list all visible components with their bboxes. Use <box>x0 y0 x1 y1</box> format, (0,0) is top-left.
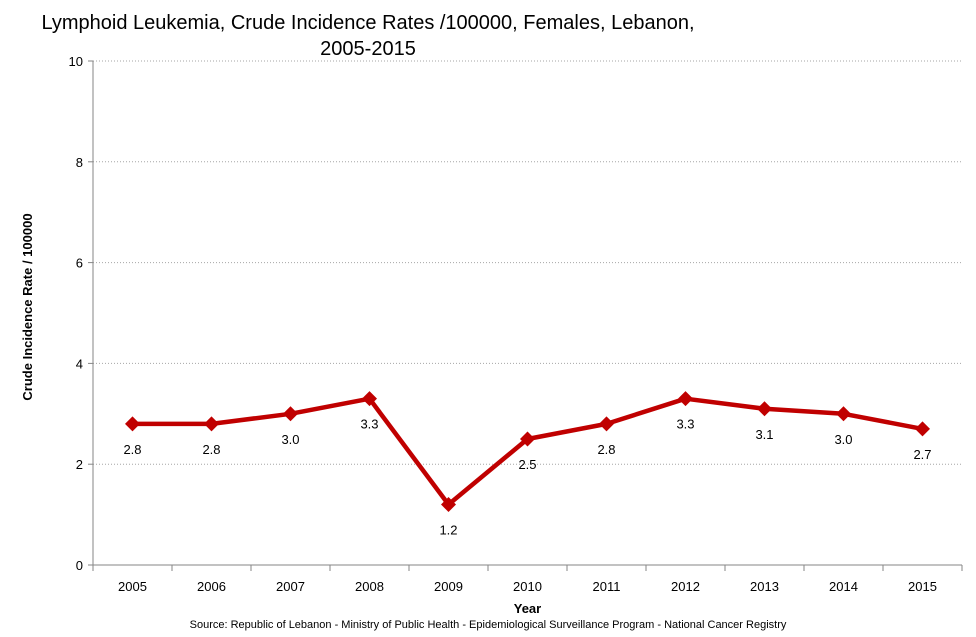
data-label: 3.3 <box>360 417 378 432</box>
data-label: 2.8 <box>597 442 615 457</box>
data-point-marker <box>836 406 851 422</box>
source-note: Source: Republic of Lebanon - Ministry o… <box>189 619 787 631</box>
x-tick-label: 2013 <box>750 579 779 594</box>
series-layer <box>132 396 923 507</box>
x-tick-label: 2010 <box>513 579 542 594</box>
x-tick-label: 2015 <box>908 579 937 594</box>
x-tick-labels: 2005 2006 2007 2008 2009 2010 2011 2012 2013 2014… <box>118 579 937 594</box>
data-label: 3.1 <box>755 427 773 442</box>
y-axis-title: Crude Incidence Rate / 100000 <box>20 213 35 400</box>
y-tick-label: 2 <box>76 457 83 472</box>
data-label: 2.5 <box>518 457 536 472</box>
x-tick-label: 2007 <box>276 579 305 594</box>
axes <box>88 60 963 571</box>
data-labels: 2.8 2.8 3.0 3.3 1.2 2.5 2.8 3.3 3.1 3.0 2.7 <box>123 417 931 538</box>
data-point-marker <box>678 391 693 407</box>
data-point-marker <box>757 401 772 417</box>
x-tick-label: 2008 <box>355 579 384 594</box>
y-tick-label: 4 <box>76 356 83 371</box>
data-point-marker <box>915 421 930 437</box>
data-point-marker <box>362 391 377 407</box>
y-tick-label: 8 <box>76 155 83 170</box>
data-point-marker <box>204 416 219 432</box>
data-label: 3.0 <box>281 432 299 447</box>
data-label: 3.3 <box>676 417 694 432</box>
y-tick-label: 0 <box>76 558 83 573</box>
data-label: 1.2 <box>439 523 457 538</box>
data-point-marker <box>283 406 298 422</box>
data-label: 2.8 <box>123 442 141 457</box>
chart-title-line2: 2005-2015 <box>320 38 416 60</box>
x-tick-label: 2005 <box>118 579 147 594</box>
series-line <box>132 396 923 507</box>
x-tick-label: 2014 <box>829 579 858 594</box>
y-tick-label: 6 <box>76 256 83 271</box>
x-tick-label: 2009 <box>434 579 463 594</box>
data-label: 2.7 <box>913 447 931 462</box>
data-label: 2.8 <box>202 442 220 457</box>
chart-title-line1: Lymphoid Leukemia, Crude Incidence Rates… <box>41 12 695 34</box>
y-tick-labels: 0 2 4 6 8 10 <box>69 54 83 573</box>
x-tick-label: 2006 <box>197 579 226 594</box>
y-tick-label: 10 <box>69 54 83 69</box>
x-tick-label: 2012 <box>671 579 700 594</box>
data-point-marker <box>599 416 614 432</box>
markers <box>125 391 930 513</box>
x-axis-title: Year <box>514 601 541 616</box>
data-point-marker <box>125 416 140 432</box>
data-point-marker <box>520 431 535 447</box>
x-tick-label: 2011 <box>593 579 621 594</box>
data-point-marker <box>441 497 456 513</box>
gridlines <box>93 60 962 465</box>
data-label: 3.0 <box>834 432 852 447</box>
